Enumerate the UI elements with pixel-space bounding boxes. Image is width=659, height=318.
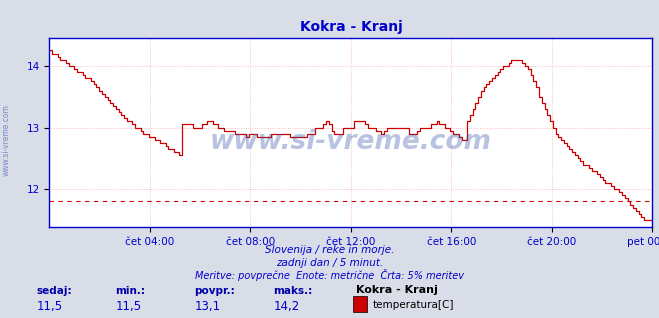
Text: sedaj:: sedaj:: [36, 286, 72, 296]
Text: www.si-vreme.com: www.si-vreme.com: [210, 129, 492, 155]
Text: 11,5: 11,5: [36, 300, 63, 313]
Text: min.:: min.:: [115, 286, 146, 296]
Text: povpr.:: povpr.:: [194, 286, 235, 296]
Text: 11,5: 11,5: [115, 300, 142, 313]
Title: Kokra - Kranj: Kokra - Kranj: [300, 20, 402, 34]
Text: zadnji dan / 5 minut.: zadnji dan / 5 minut.: [276, 258, 383, 268]
Text: Kokra - Kranj: Kokra - Kranj: [356, 285, 438, 294]
Text: Meritve: povprečne  Enote: metrične  Črta: 5% meritev: Meritve: povprečne Enote: metrične Črta:…: [195, 269, 464, 281]
Text: www.si-vreme.com: www.si-vreme.com: [2, 104, 11, 176]
Text: 13,1: 13,1: [194, 300, 221, 313]
Text: 14,2: 14,2: [273, 300, 300, 313]
Text: maks.:: maks.:: [273, 286, 313, 296]
Text: Slovenija / reke in morje.: Slovenija / reke in morje.: [265, 245, 394, 255]
Text: temperatura[C]: temperatura[C]: [372, 300, 454, 310]
